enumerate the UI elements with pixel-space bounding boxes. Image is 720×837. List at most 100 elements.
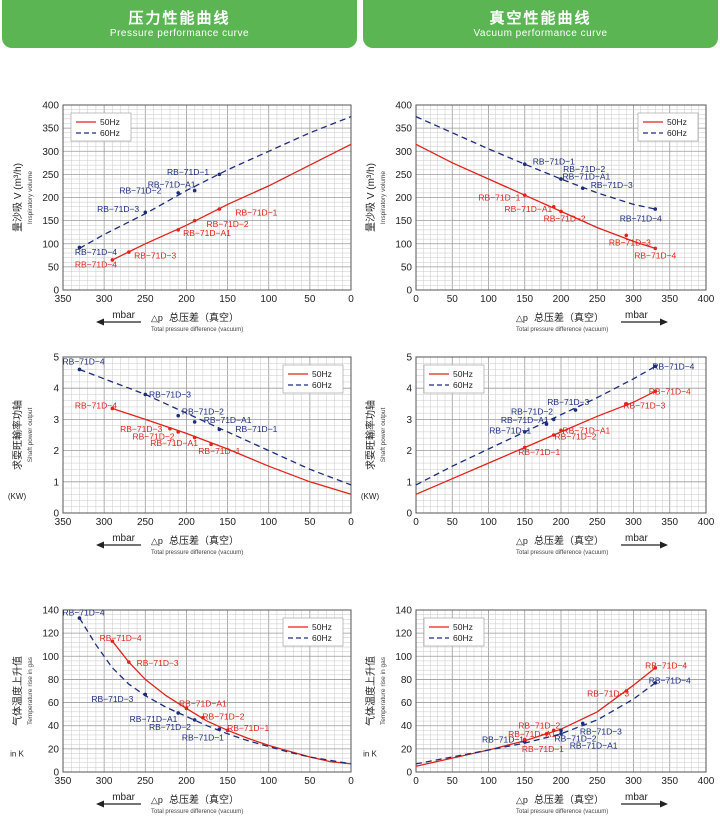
model-marker (624, 689, 629, 693)
x-tick-label: 250 (137, 776, 154, 787)
y-tick-label: 0 (406, 509, 412, 520)
x-tick-label: 250 (589, 776, 606, 787)
model-marker (192, 188, 197, 193)
model-label: RB−71D−1 (518, 447, 560, 457)
model-label: RB−71D−2 (182, 407, 224, 417)
y-tick-label: 40 (48, 721, 60, 732)
x-axis-unit: mbar (625, 533, 648, 544)
legend-label: 50Hz (312, 622, 332, 632)
model-marker (209, 442, 213, 447)
chart-vacuum-power: 0 50 100 150 200 250 300 350 400 0 1 2 3 4 5 RB−71D−4 RB… (361, 353, 715, 557)
legend-box (282, 617, 344, 647)
x-axis-label-en: Total pressure difference (vacuum) (151, 550, 243, 556)
x-tick-label: 100 (260, 294, 277, 305)
model-marker (143, 392, 148, 397)
x-axis-arrowhead (660, 318, 668, 326)
x-tick-label: 0 (348, 294, 354, 305)
model-marker (176, 711, 180, 715)
x-axis-unit: mbar (112, 792, 135, 803)
x-tick-label: 150 (516, 517, 533, 528)
model-label: RB−71D−4 (75, 247, 117, 257)
model-marker (192, 718, 197, 722)
legend-label: 50Hz (453, 622, 473, 632)
series-line-50Hz (415, 667, 656, 767)
model-marker (77, 367, 82, 372)
model-label: RB−71D−4 (63, 607, 105, 617)
model-marker (143, 692, 148, 697)
y-tick-label: 100 (395, 239, 412, 250)
model-label: RB−71D−4 (100, 633, 142, 643)
model-marker (653, 666, 658, 670)
x-axis-arrowhead (660, 541, 668, 549)
x-tick-label: 200 (553, 294, 570, 305)
y-tick-label: 4 (406, 384, 412, 395)
chart-pressure-temp: 350 300 250 200 150 100 50 0 0 20 40 60 80 100 120 140 R… (10, 606, 354, 816)
model-marker (143, 210, 148, 215)
x-axis-label: 总压差（真空） (169, 311, 239, 324)
vacuum-subtitle: Vacuum performance curve (473, 28, 608, 39)
y-axis-unit: (KW) (8, 492, 27, 501)
model-label: RB−71D−2 (554, 733, 596, 743)
model-marker (184, 706, 189, 711)
model-label: RB−71D−2 (511, 407, 553, 417)
y-tick-label: 100 (42, 652, 59, 663)
y-tick-label: 100 (42, 239, 59, 250)
model-label: RB−71D−3 (91, 694, 133, 704)
model-marker (559, 209, 563, 214)
x-tick-label: 400 (698, 517, 715, 528)
legend-box (423, 617, 485, 647)
x-tick-label: 0 (413, 776, 419, 787)
model-label: RB−71D−1 (198, 446, 240, 456)
plot-frame (62, 609, 352, 773)
y-tick-label: 300 (42, 147, 59, 158)
y-tick-label: 250 (395, 170, 412, 181)
x-axis-label-prefix: △p (151, 313, 163, 323)
model-label: RB−71D−1 (482, 735, 524, 745)
model-marker (176, 413, 180, 418)
model-label: RB−71D−3 (580, 727, 622, 737)
model-marker (110, 258, 115, 262)
model-label: RB−71D−A1 (130, 714, 178, 724)
y-tick-label: 1 (53, 477, 59, 488)
model-label: RB−71D−3 (623, 400, 665, 410)
model-marker (217, 207, 222, 211)
legend-label: 60Hz (667, 128, 687, 138)
model-marker (168, 426, 172, 431)
x-tick-label: 50 (447, 294, 459, 305)
model-marker (522, 445, 527, 450)
model-label: RB−71D−4 (649, 676, 691, 686)
y-tick-label: 2 (53, 446, 59, 457)
model-marker (573, 408, 578, 412)
pressure-header-bar (2, 0, 357, 48)
series-line-60Hz (415, 682, 656, 765)
page-header: 压力性能曲线 Pressure performance curve 真空性能曲线… (0, 0, 720, 48)
model-marker (522, 193, 527, 197)
x-tick-label: 50 (304, 776, 316, 787)
model-label: RB−71D−2 (119, 186, 161, 196)
x-tick-label: 250 (589, 517, 606, 528)
y-axis-label: 气体温度上升值 (364, 656, 377, 726)
model-marker (217, 427, 222, 432)
model-marker (176, 228, 180, 232)
legend-label: 50Hz (100, 117, 120, 127)
model-marker (522, 162, 527, 166)
y-axis-label: 求耍旺輸率功轴 (11, 400, 24, 470)
y-tick-label: 150 (42, 216, 59, 227)
y-tick-label: 40 (401, 721, 413, 732)
x-tick-label: 100 (480, 294, 497, 305)
y-tick-label: 20 (401, 744, 413, 755)
x-axis-arrowhead (96, 800, 104, 808)
x-axis-unit: mbar (112, 310, 135, 321)
model-label: RB−71D−2 (518, 721, 560, 731)
x-tick-label: 350 (661, 517, 678, 528)
series-line-50Hz (112, 407, 352, 495)
y-axis-unit: (KW) (361, 492, 380, 501)
y-tick-label: 60 (401, 698, 413, 709)
model-label: RB−71D−A1 (570, 740, 618, 750)
y-axis-label: 气体温度上升值 (11, 656, 24, 726)
y-tick-label: 120 (42, 629, 59, 640)
model-label: RB−71D−3 (609, 237, 651, 247)
model-marker (551, 728, 556, 733)
model-marker (653, 207, 658, 211)
x-tick-label: 0 (348, 517, 354, 528)
